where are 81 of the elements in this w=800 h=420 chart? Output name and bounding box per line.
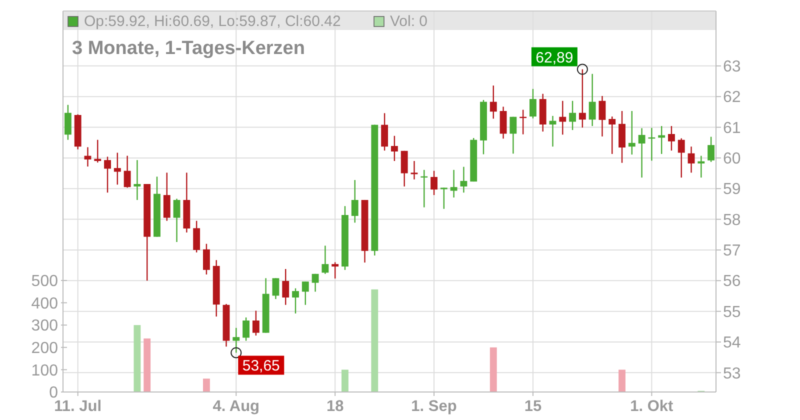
y2-tick-label: 400 (31, 295, 58, 312)
candlestick (252, 310, 260, 336)
candlestick (430, 170, 438, 196)
candlestick (163, 172, 170, 222)
x-tick-label: 1. Okt (630, 398, 674, 415)
candlestick (500, 106, 507, 140)
y-tick-label: 63 (723, 58, 741, 76)
text: 3 Monate, 1-Tages-Kerzen (72, 38, 305, 59)
y2-tick-label: 500 (31, 273, 58, 290)
candlestick (302, 280, 309, 306)
candlestick (678, 138, 685, 178)
candlestick (588, 73, 596, 127)
annotation: 62,89 (536, 49, 574, 66)
candlestick (94, 139, 102, 164)
candlestick (193, 220, 200, 254)
bar (371, 289, 378, 392)
candlestick (400, 150, 408, 188)
candlestick (134, 159, 141, 201)
candlestick (203, 243, 210, 276)
candlestick (598, 95, 606, 138)
y-tick-label: 62 (723, 89, 741, 106)
candlestick (530, 88, 536, 119)
y-tick-label: 55 (723, 304, 741, 321)
candlestick (490, 84, 497, 120)
y-tick-label: 54 (723, 334, 741, 352)
candlestick (450, 169, 458, 198)
y-tick-label: 56 (723, 273, 741, 290)
x-tick-label: 1. Sep (411, 398, 457, 415)
candlestick (124, 155, 131, 188)
bar (203, 378, 210, 392)
annotation: Op:59.92, Hi:60.69, Lo:59.87, Cl:60.42 (84, 13, 341, 30)
candlestick (390, 135, 398, 162)
candlestick (332, 262, 339, 280)
candlestick (410, 160, 418, 180)
annotation: 53,65 (242, 358, 280, 375)
candlestick (688, 146, 695, 174)
x-tick-label: 15 (524, 398, 542, 415)
candlestick (381, 112, 388, 152)
y-tick-label: 53 (723, 365, 741, 382)
candlestick (638, 128, 646, 178)
bar (618, 370, 626, 392)
candlestick (578, 68, 586, 128)
candlestick (312, 273, 319, 292)
x-tick-label: 4. Aug (212, 398, 260, 415)
bar (134, 325, 141, 392)
candlestick (608, 116, 616, 155)
bar (144, 338, 151, 392)
y-tick-label: 59 (723, 181, 741, 198)
candlestick (658, 125, 666, 155)
candlestick (322, 245, 329, 274)
candlestick (569, 100, 576, 131)
bar (342, 370, 348, 392)
candlestick (292, 288, 299, 314)
candlestick (282, 268, 290, 306)
candlestick (628, 110, 636, 156)
candlestick (510, 116, 517, 154)
candlestick (242, 316, 250, 342)
candlestick (104, 156, 111, 194)
candlestick (272, 278, 280, 300)
candlestick (173, 198, 180, 243)
y2-tick-label: 300 (31, 318, 58, 335)
candlestick (559, 100, 566, 136)
y2-tick-label: 100 (31, 362, 58, 380)
candlestick (440, 187, 448, 210)
candlestick (351, 179, 358, 224)
x-tick-label: 18 (326, 398, 344, 415)
candlestick (232, 327, 240, 354)
y-tick-label: 58 (723, 212, 741, 229)
y2-tick-label: 200 (31, 340, 58, 357)
bar (490, 347, 497, 392)
candlestick (64, 104, 72, 140)
candlestick (618, 110, 626, 164)
candlestick (698, 155, 705, 178)
candlestick (460, 166, 468, 194)
annotation: Vol: 0 (390, 13, 428, 30)
candlestick (668, 125, 675, 152)
y-tick-label: 61 (723, 120, 741, 137)
candlestick (708, 136, 715, 163)
candlestick (114, 152, 121, 186)
y-tick-label: 57 (723, 242, 741, 260)
y-tick-label: 60 (723, 150, 741, 168)
